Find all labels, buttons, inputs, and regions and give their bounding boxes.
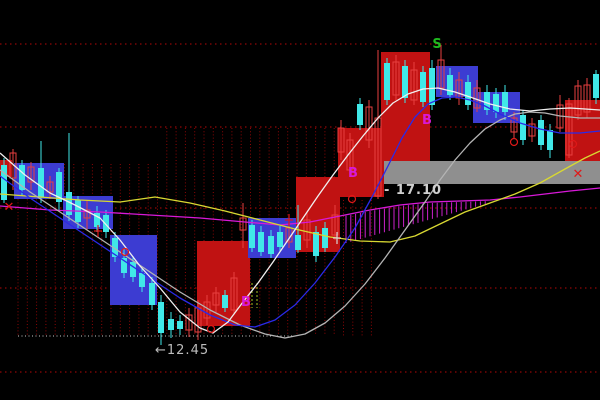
signal-circle-marker <box>347 194 357 204</box>
candle-body-down <box>222 295 228 308</box>
buy-signal-label: B <box>422 113 432 128</box>
candle-body-down <box>493 94 499 112</box>
ma-line-blue <box>0 96 600 328</box>
candle-body-down <box>484 92 490 110</box>
x-signal-marker: ✕ <box>4 200 15 215</box>
buy-signal-label: B <box>348 166 358 181</box>
candle-body-down <box>538 120 544 145</box>
candle-body-down <box>277 232 283 247</box>
sell-signal-label: S <box>432 37 441 52</box>
candle-body-up <box>212 292 220 306</box>
candle-body-up <box>46 181 54 193</box>
candle-body-down <box>66 192 72 215</box>
candle-body-up <box>27 166 35 183</box>
candle-body-down <box>593 74 599 98</box>
candle-body-down <box>420 72 426 102</box>
candle-body-up <box>9 152 17 179</box>
candle-body-down <box>357 104 363 125</box>
candle-body-down <box>249 225 255 248</box>
candle-body-down <box>177 321 183 329</box>
signal-circle-marker <box>568 139 578 149</box>
candle-body-down <box>258 232 264 252</box>
candle-body-down <box>139 273 145 287</box>
candle-body-down <box>502 92 508 112</box>
candle-body-down <box>19 165 25 190</box>
candle-body-down <box>103 215 109 232</box>
candle-body-down <box>520 115 526 140</box>
candle-body-up <box>337 127 345 153</box>
candle-body-up <box>565 103 573 156</box>
candle-body-up <box>83 209 91 219</box>
ma-line-white <box>0 87 600 334</box>
candle-body-down <box>121 258 127 273</box>
candle-body-down <box>313 232 319 256</box>
candle-body-down <box>547 130 553 150</box>
signal-circle-marker <box>120 247 130 257</box>
candle-body-down <box>322 228 328 248</box>
candle-body-up <box>410 69 418 101</box>
candle-body-down <box>465 82 471 105</box>
candle-body-up <box>437 59 445 89</box>
candle-body-down <box>268 236 274 254</box>
candle-body-down <box>56 172 62 202</box>
candle-body-down <box>149 283 155 305</box>
sell-zone-rect <box>197 241 250 326</box>
gray-price-bar <box>384 161 600 184</box>
candle-body-up <box>239 217 247 231</box>
candle-body-up <box>574 85 582 116</box>
candle-body-up <box>185 314 193 331</box>
buy-signal-label: B <box>241 295 251 310</box>
candle-body-up <box>230 277 238 311</box>
signal-circle-marker <box>206 324 216 334</box>
candle-body-down <box>158 302 164 333</box>
candle-body-up <box>365 106 373 141</box>
x-signal-marker: ✕ <box>573 167 584 182</box>
ma-line-magenta <box>0 187 600 226</box>
candle-body-up <box>528 123 536 137</box>
candle-body-down <box>112 238 118 257</box>
candle-body-down <box>168 319 174 330</box>
candle-body-down <box>384 63 390 100</box>
candle-body-up <box>331 214 339 236</box>
candle-body-down <box>94 213 100 227</box>
ma-line-yellow <box>0 150 600 243</box>
candle-body-up <box>510 117 518 133</box>
candle-body-down <box>130 262 136 277</box>
candle-body-down <box>295 235 301 250</box>
candle-body-down <box>429 68 435 105</box>
candle-body-down <box>1 165 7 200</box>
signal-circle-marker <box>509 137 519 147</box>
candle-body-up <box>392 61 400 96</box>
candle-body-down <box>402 66 408 98</box>
candle-body-up <box>346 139 354 171</box>
candle-body-up <box>303 219 311 241</box>
candle-body-up <box>583 84 591 113</box>
candle-body-down <box>447 75 453 95</box>
candle-body-down <box>38 168 44 197</box>
